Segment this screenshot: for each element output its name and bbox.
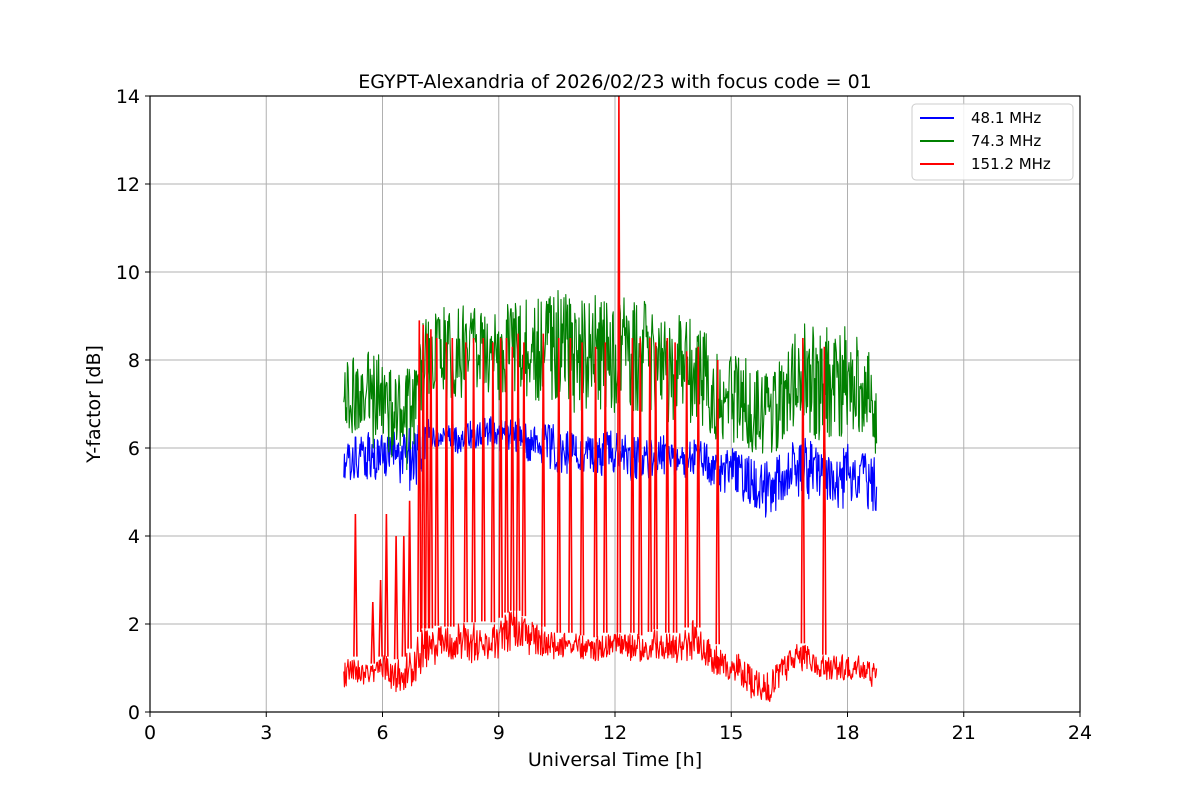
- x-axis-label: Universal Time [h]: [528, 749, 702, 771]
- x-tick-label: 12: [603, 722, 627, 744]
- series-spike: [672, 342, 678, 633]
- y-tick-label: 12: [116, 174, 140, 196]
- y-axis-label: Y-factor [dB]: [83, 345, 105, 464]
- series-spike: [603, 342, 608, 633]
- series-line-2: [343, 610, 878, 703]
- series-spike: [665, 337, 670, 633]
- series-spike: [684, 351, 689, 628]
- x-tick-label: 3: [260, 722, 272, 744]
- series-spike: [637, 337, 643, 636]
- series-spike: [515, 333, 521, 611]
- series-spike: [715, 359, 720, 645]
- series-spike: [444, 342, 449, 627]
- series-spike: [378, 579, 383, 657]
- series-spike: [434, 337, 440, 626]
- series-spike: [647, 337, 653, 632]
- legend-label: 48.1 MHz: [971, 109, 1041, 127]
- legend: 48.1 MHz 74.3 MHz 151.2 MHz: [911, 103, 1074, 181]
- series-spike: [490, 342, 496, 623]
- series-spike: [463, 342, 469, 623]
- series-spike: [568, 337, 573, 633]
- series-spike: [498, 337, 503, 618]
- series-spike: [822, 346, 827, 655]
- plot-area: [343, 95, 878, 703]
- x-tick-label: 18: [835, 722, 859, 744]
- x-tick-label: 21: [952, 722, 976, 744]
- y-tick-label: 8: [128, 350, 140, 372]
- series-spike: [420, 324, 426, 629]
- y-tick-label: 0: [128, 702, 140, 724]
- series-spike: [504, 337, 509, 613]
- series-spike: [579, 342, 585, 636]
- series-line-0: [343, 415, 878, 518]
- series-spike: [593, 346, 598, 638]
- series-spike: [800, 337, 806, 644]
- series-spike: [370, 601, 376, 664]
- series-spike: [428, 329, 434, 629]
- series-spike: [630, 337, 635, 633]
- series-spike: [541, 333, 546, 627]
- x-tick-label: 24: [1068, 722, 1092, 744]
- x-tick-label: 6: [376, 722, 388, 744]
- series-spike: [510, 346, 515, 611]
- series-spike: [424, 333, 430, 629]
- series-spike: [653, 342, 658, 630]
- x-tick-label: 0: [144, 722, 156, 744]
- y-tick-label: 10: [116, 262, 140, 284]
- series-spike: [450, 337, 455, 627]
- series-spike: [353, 513, 358, 657]
- series-spike: [471, 337, 476, 623]
- y-tick-label: 4: [128, 526, 140, 548]
- series-spike: [384, 513, 389, 657]
- y-tick-label: 14: [116, 86, 140, 108]
- series-line-1: [343, 289, 878, 471]
- series-spike: [417, 320, 422, 632]
- y-tick-label: 2: [128, 614, 140, 636]
- y-tick-label: 6: [128, 438, 140, 460]
- series-spike: [521, 342, 527, 617]
- legend-label: 74.3 MHz: [971, 132, 1041, 150]
- series-spike: [696, 346, 701, 628]
- legend-box: [911, 103, 1074, 181]
- legend-label: 151.2 MHz: [971, 155, 1051, 173]
- series-spike: [556, 337, 562, 633]
- x-tick-label: 15: [719, 722, 743, 744]
- series-spike: [393, 535, 399, 660]
- chart-title: EGYPT-Alexandria of 2026/02/23 with focu…: [358, 71, 872, 93]
- series-spike: [481, 337, 486, 622]
- series-spike: [407, 500, 412, 649]
- series-spike: [401, 535, 407, 657]
- x-tick-label: 9: [493, 722, 505, 744]
